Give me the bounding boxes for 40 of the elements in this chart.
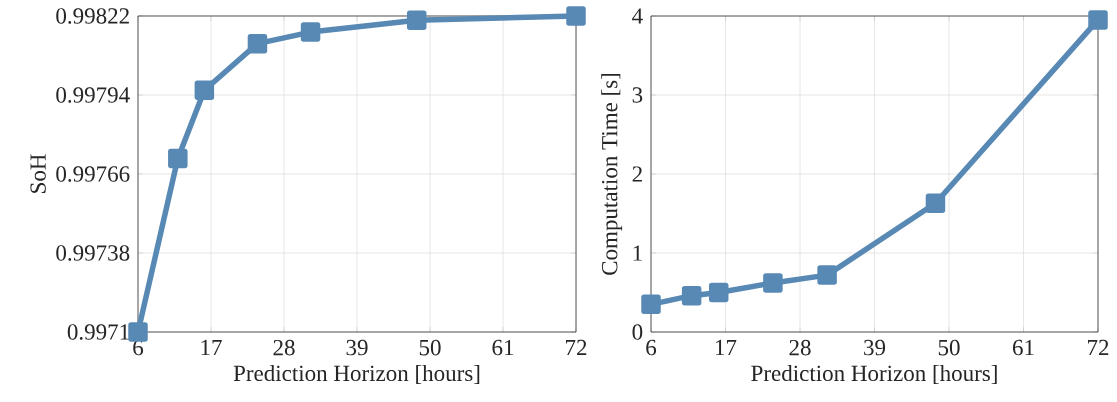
- x-tick-label: 17: [201, 339, 222, 356]
- x-tick-label: 61: [492, 339, 514, 356]
- point: [641, 294, 661, 315]
- point: [925, 193, 946, 213]
- y-axis-title: SoH: [30, 154, 46, 193]
- point: [247, 33, 268, 54]
- point: [817, 265, 837, 285]
- point: [1088, 10, 1108, 30]
- x-tick-label: 39: [864, 339, 886, 356]
- x-tick-label: 39: [346, 339, 368, 356]
- point: [194, 80, 215, 100]
- y-axis-title: Computation Time [s]: [601, 73, 623, 275]
- y-tick-label: 0.99766: [56, 166, 130, 182]
- point: [128, 322, 148, 342]
- point: [708, 282, 729, 303]
- point: [406, 10, 427, 30]
- y-tick-label: 1: [633, 245, 642, 261]
- point: [566, 6, 586, 26]
- x-axis-title: Prediction Horizon [hours]: [751, 364, 997, 384]
- y-tick-label: 2: [632, 166, 642, 182]
- y-tick-label: 4: [632, 8, 643, 24]
- x-tick-label: 61: [1012, 339, 1034, 356]
- y-tick-label: 0: [632, 324, 643, 340]
- x-tick-label: 28: [273, 339, 295, 356]
- y-tick-label: 0.99794: [56, 87, 130, 103]
- x-tick-label: 50: [938, 339, 960, 356]
- point: [681, 285, 702, 306]
- point: [763, 273, 783, 293]
- x-tick-label: 17: [716, 339, 737, 356]
- y-tick-label: 3: [632, 87, 643, 103]
- x-tick-label: 6: [646, 339, 657, 356]
- x-tick-label: 72: [566, 339, 587, 356]
- x-tick-label: 72: [1088, 339, 1109, 356]
- y-tick-label: 0.99738: [56, 245, 130, 261]
- point: [168, 148, 188, 169]
- x-tick-label: 28: [789, 339, 811, 356]
- x-tick-label: 50: [419, 339, 441, 356]
- point: [300, 22, 321, 42]
- y-tick-label: 0.99822: [56, 8, 129, 24]
- x-axis-title: Prediction Horizon [hours]: [233, 364, 480, 384]
